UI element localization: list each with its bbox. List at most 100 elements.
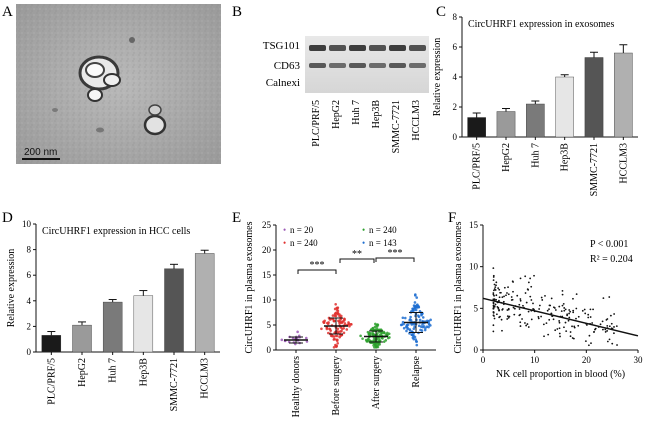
data-point — [500, 318, 503, 321]
data-point — [546, 309, 549, 312]
y-tick-label: 10 — [469, 262, 479, 272]
legend-n-relapse: n = 143 — [369, 238, 397, 248]
regression-line — [482, 297, 639, 337]
data-point — [333, 307, 337, 311]
data-point — [492, 292, 495, 294]
data-point — [429, 324, 432, 327]
y-axis-label: CircUHRF1 in plasma exosomes — [244, 221, 255, 353]
data-point — [412, 335, 415, 338]
data-point — [336, 338, 339, 342]
data-point — [493, 298, 496, 301]
data-point — [581, 309, 584, 312]
y-tick-label: 4 — [453, 72, 458, 82]
blot-band — [309, 45, 326, 51]
blot-lane-labels: PLC/PRF/5 HepG2 Huh 7 Hep3B SMMC-7721 HCCLM3 — [311, 100, 422, 154]
data-point — [572, 337, 575, 340]
data-point — [507, 316, 510, 319]
x-tick-label: 20 — [582, 355, 592, 365]
data-point — [587, 316, 590, 319]
y-tick-label: 2 — [27, 321, 32, 331]
data-point — [561, 304, 564, 307]
data-point — [583, 308, 586, 311]
data-point — [524, 292, 527, 294]
data-point — [563, 309, 566, 312]
y-tick-label: 5 — [267, 320, 272, 330]
data-point — [417, 314, 420, 317]
data-point — [538, 308, 541, 310]
data-point — [589, 308, 592, 311]
data-point — [530, 285, 533, 288]
data-point — [572, 309, 575, 312]
panel-c-letter: C — [436, 4, 446, 20]
bar — [194, 253, 215, 353]
data-point — [538, 304, 541, 307]
chart-d: CircUHRF1 expression in HCC cells 0 2 4 6 8 10… — [6, 219, 220, 411]
bracket-healthy-before — [297, 269, 337, 274]
data-point — [349, 322, 353, 326]
data-point — [343, 317, 346, 321]
data-point — [569, 310, 572, 313]
legend-marker: • — [362, 225, 365, 235]
data-point — [613, 332, 615, 335]
data-point — [524, 322, 526, 324]
data-point — [518, 303, 521, 306]
data-point — [332, 335, 336, 338]
panel-e-legend: • n = 20 • n = 240 • n = 240 • n = 143 — [283, 225, 397, 248]
x-tick-label: SMMC-7721 — [169, 358, 180, 411]
data-point — [505, 294, 507, 297]
bar — [164, 268, 184, 353]
data-point — [386, 336, 390, 340]
panel-c: C CircUHRF1 expression in exosomes 0 2 4 6 8 R… — [432, 4, 638, 196]
data-point — [592, 308, 594, 311]
data-point — [373, 346, 376, 349]
data-point — [409, 318, 413, 322]
data-point — [548, 308, 550, 311]
data-point — [410, 333, 414, 337]
data-point — [502, 300, 505, 303]
data-point — [366, 340, 370, 343]
data-point — [527, 310, 530, 313]
panel-e-letter: E — [232, 210, 241, 226]
data-point — [537, 316, 540, 318]
data-point — [414, 340, 418, 343]
data-point — [421, 316, 425, 319]
data-point — [361, 337, 364, 340]
blot-band — [389, 63, 406, 68]
data-point — [498, 288, 501, 291]
bar — [41, 335, 62, 353]
r-squared: R² = 0.204 — [590, 254, 633, 265]
data-point — [512, 306, 515, 309]
data-point — [495, 313, 498, 316]
blot-band — [369, 63, 386, 68]
data-point — [334, 314, 338, 318]
data-point — [493, 294, 495, 297]
data-point — [374, 343, 377, 347]
data-point — [521, 318, 523, 320]
data-point — [501, 308, 504, 311]
data-point — [558, 332, 561, 335]
data-point — [589, 316, 592, 318]
y-tick-label: 25 — [262, 220, 272, 230]
data-point — [566, 313, 569, 316]
data-point — [342, 327, 346, 330]
data-point — [495, 281, 498, 284]
data-point — [495, 298, 498, 301]
data-point — [573, 325, 576, 328]
significance-label-2: ** — [352, 249, 362, 260]
data-point — [577, 315, 580, 318]
data-point — [525, 324, 528, 327]
data-point — [608, 296, 611, 298]
significance-brackets — [297, 257, 415, 274]
data-point — [558, 321, 561, 324]
data-point — [530, 318, 533, 321]
data-point — [343, 322, 347, 325]
data-point — [565, 330, 568, 333]
blot-lane-label: Huh 7 — [351, 100, 362, 125]
data-point — [610, 322, 613, 325]
data-point — [558, 327, 561, 330]
chart-f: 0 5 10 15 0 10 20 30 NK cell proportion in blood… — [453, 220, 643, 380]
data-point — [417, 324, 421, 328]
data-point — [537, 317, 540, 320]
band-label-calnexin: Calnexi — [266, 77, 300, 89]
